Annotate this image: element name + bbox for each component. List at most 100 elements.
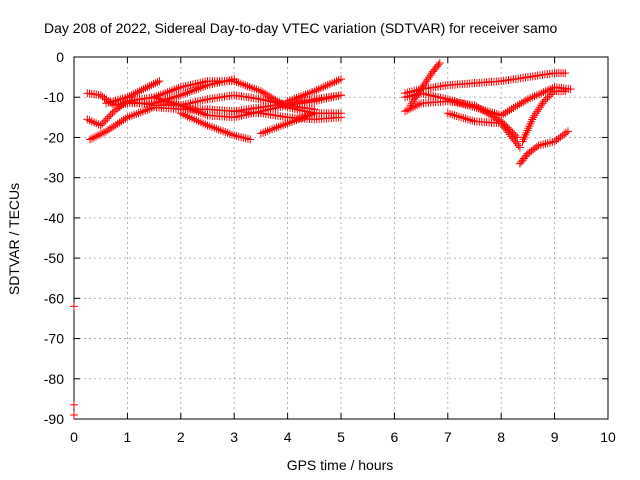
x-tick-label: 1 — [124, 429, 132, 445]
data-point — [539, 97, 548, 106]
data-point — [459, 114, 468, 123]
y-tick-label: -20 — [44, 129, 64, 145]
data-point — [476, 104, 485, 113]
series-track-b5 — [443, 109, 524, 152]
x-tick-label: 8 — [497, 429, 505, 445]
data-point — [403, 92, 412, 101]
data-point — [466, 116, 475, 125]
data-point — [515, 143, 524, 152]
series-track-a7 — [176, 109, 255, 144]
y-tick-label: -50 — [44, 250, 64, 266]
x-tick-label: 3 — [230, 429, 238, 445]
data-point — [411, 93, 420, 102]
x-tick-label: 0 — [70, 429, 78, 445]
data-point — [108, 109, 117, 118]
data-point — [407, 104, 416, 113]
y-tick-label: -90 — [44, 411, 64, 427]
y-tick-label: 0 — [56, 49, 64, 65]
data-point — [521, 96, 530, 105]
x-tick-label: 2 — [177, 429, 185, 445]
y-tick-label: -60 — [44, 290, 64, 306]
data-point — [100, 117, 109, 126]
data-point — [425, 73, 434, 82]
data-point — [517, 98, 526, 107]
chart-title: Day 208 of 2022, Sidereal Day-to-day VTE… — [44, 20, 557, 36]
data-point — [422, 77, 431, 86]
data-point — [530, 111, 539, 120]
data-point — [237, 133, 246, 142]
data-point — [405, 105, 414, 114]
data-point — [409, 103, 418, 112]
data-point — [98, 119, 107, 128]
data-point — [566, 85, 575, 94]
data-point — [265, 92, 274, 101]
data-point — [129, 90, 138, 99]
data-point — [415, 87, 424, 96]
data-point — [263, 90, 272, 99]
series-track-b3 — [406, 59, 444, 110]
data-point — [96, 130, 105, 139]
data-point — [121, 114, 130, 123]
axis-ticks: 0 1 2 3 4 5 6 7 8 9 10 0 -10 -20 -30 -40 -50 -60 -70 -80 -90 — [44, 49, 616, 445]
data-point — [105, 112, 114, 121]
data-point — [98, 129, 107, 138]
data-point — [149, 80, 158, 89]
data-point — [417, 85, 426, 94]
data-marks — [70, 59, 575, 419]
data-point — [452, 111, 461, 120]
data-point — [172, 92, 181, 101]
data-point — [482, 108, 491, 117]
data-point — [239, 133, 248, 142]
data-point — [450, 111, 459, 120]
data-point — [470, 101, 479, 110]
data-point — [537, 101, 546, 110]
series-track-a10 — [283, 75, 345, 106]
data-point — [90, 133, 99, 142]
y-tick-label: -40 — [44, 210, 64, 226]
data-point — [509, 103, 518, 112]
data-point — [474, 103, 483, 112]
data-point — [548, 88, 557, 97]
data-point — [401, 93, 410, 102]
series-track-b4 — [401, 97, 522, 142]
y-axis-label: SDTVAR / TECUs — [6, 183, 22, 295]
data-point — [511, 102, 520, 111]
data-point — [137, 86, 146, 95]
data-point — [446, 109, 455, 118]
data-point — [499, 110, 508, 119]
y-tick-label: -30 — [44, 170, 64, 186]
data-point — [423, 75, 432, 84]
data-point — [515, 100, 524, 109]
data-point — [531, 109, 540, 118]
data-point — [491, 113, 500, 122]
series-track-b6 — [515, 127, 572, 168]
data-point — [529, 113, 538, 122]
x-axis-label: GPS time / hours — [287, 457, 394, 473]
data-point — [414, 89, 423, 98]
data-point — [401, 107, 410, 116]
data-point — [70, 410, 78, 419]
data-point — [403, 106, 412, 115]
data-point — [337, 109, 345, 118]
data-point — [507, 105, 516, 114]
data-point — [413, 91, 422, 100]
data-point — [101, 116, 110, 125]
data-point — [234, 132, 243, 141]
data-point — [463, 115, 472, 124]
data-point — [133, 88, 142, 97]
data-point — [418, 83, 427, 92]
data-point — [545, 92, 554, 101]
data-point — [543, 139, 552, 148]
data-point — [543, 93, 552, 102]
data-point — [88, 134, 97, 143]
x-tick-label: 7 — [444, 429, 452, 445]
data-point — [92, 132, 101, 141]
x-tick-label: 6 — [391, 429, 399, 445]
data-point — [127, 91, 136, 100]
data-point — [513, 101, 522, 110]
data-point — [503, 107, 512, 116]
data-point — [139, 85, 148, 94]
x-tick-label: 10 — [600, 429, 616, 445]
data-point — [241, 134, 250, 143]
